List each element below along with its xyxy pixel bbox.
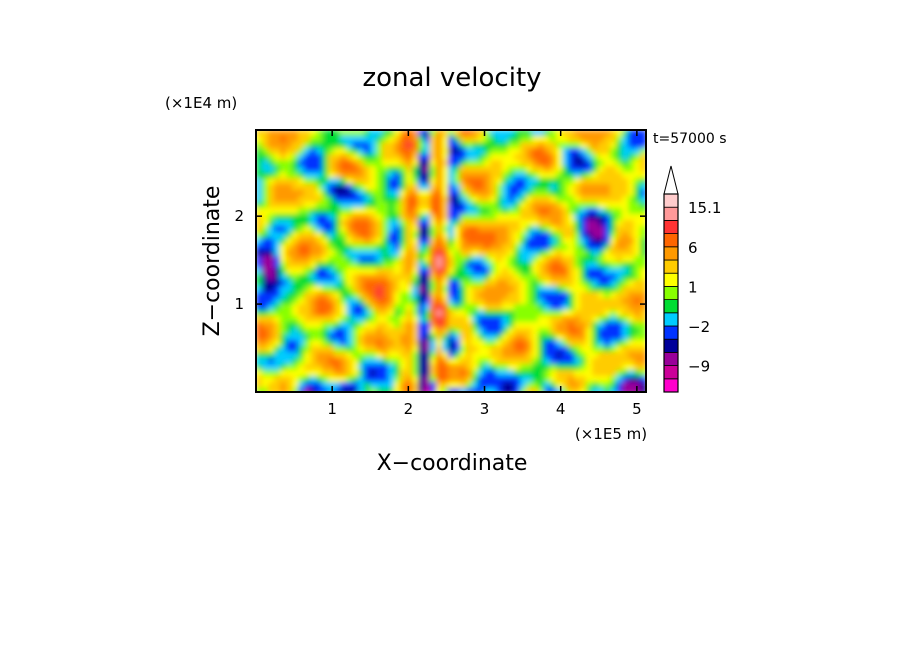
x-axis-label: X−coordinate bbox=[377, 451, 528, 476]
colorbar-swatch bbox=[663, 233, 679, 248]
x-tick-label: 2 bbox=[404, 400, 414, 418]
x-unit-label: (×1E5 m) bbox=[575, 425, 647, 443]
x-tick-label: 5 bbox=[632, 400, 642, 418]
colorbar-tick-label: 1 bbox=[688, 278, 698, 296]
y-tick-label: 1 bbox=[234, 295, 244, 313]
y-axis-label: Z−coordinate bbox=[200, 186, 225, 337]
colorbar-swatch bbox=[663, 325, 679, 340]
colorbar-swatch bbox=[663, 365, 679, 380]
colorbar-tick-label: 15.1 bbox=[688, 199, 721, 217]
colorbar-tick-label: −2 bbox=[688, 318, 710, 336]
colorbar-swatch bbox=[663, 246, 679, 261]
colorbar-swatch bbox=[663, 206, 679, 221]
y-axis: 12 bbox=[234, 207, 646, 313]
colorbar-swatch bbox=[663, 299, 679, 314]
colorbar-swatch bbox=[663, 378, 679, 393]
colorbar-swatch bbox=[663, 219, 679, 234]
colorbar-swatch bbox=[663, 351, 679, 366]
colorbar: 15.1 6 1 −2 −9 bbox=[663, 165, 721, 393]
colorbar-tick-label: −9 bbox=[688, 358, 710, 376]
colorbar-extension bbox=[663, 165, 679, 195]
colorbar-swatch bbox=[663, 272, 679, 287]
x-tick-label: 4 bbox=[556, 400, 566, 418]
time-label: t=57000 s bbox=[653, 131, 727, 147]
colorbar-swatch bbox=[663, 312, 679, 327]
plot-frame bbox=[255, 129, 647, 393]
colorbar-frame bbox=[663, 193, 679, 393]
colorbar-swatch bbox=[663, 285, 679, 300]
contour-field bbox=[256, 130, 646, 392]
x-tick-label: 3 bbox=[480, 400, 490, 418]
y-tick-label: 2 bbox=[234, 207, 244, 225]
chart-title: zonal velocity bbox=[362, 63, 541, 93]
colorbar-tick-label: 6 bbox=[688, 239, 698, 257]
x-tick-label: 1 bbox=[327, 400, 337, 418]
plot-area bbox=[255, 129, 647, 393]
x-axis: 1 2 3 4 5 bbox=[327, 130, 642, 418]
colorbar-swatch bbox=[663, 259, 679, 274]
y-unit-label: (×1E4 m) bbox=[165, 94, 237, 112]
colorbar-swatch bbox=[663, 193, 679, 208]
colorbar-swatch bbox=[663, 338, 679, 353]
